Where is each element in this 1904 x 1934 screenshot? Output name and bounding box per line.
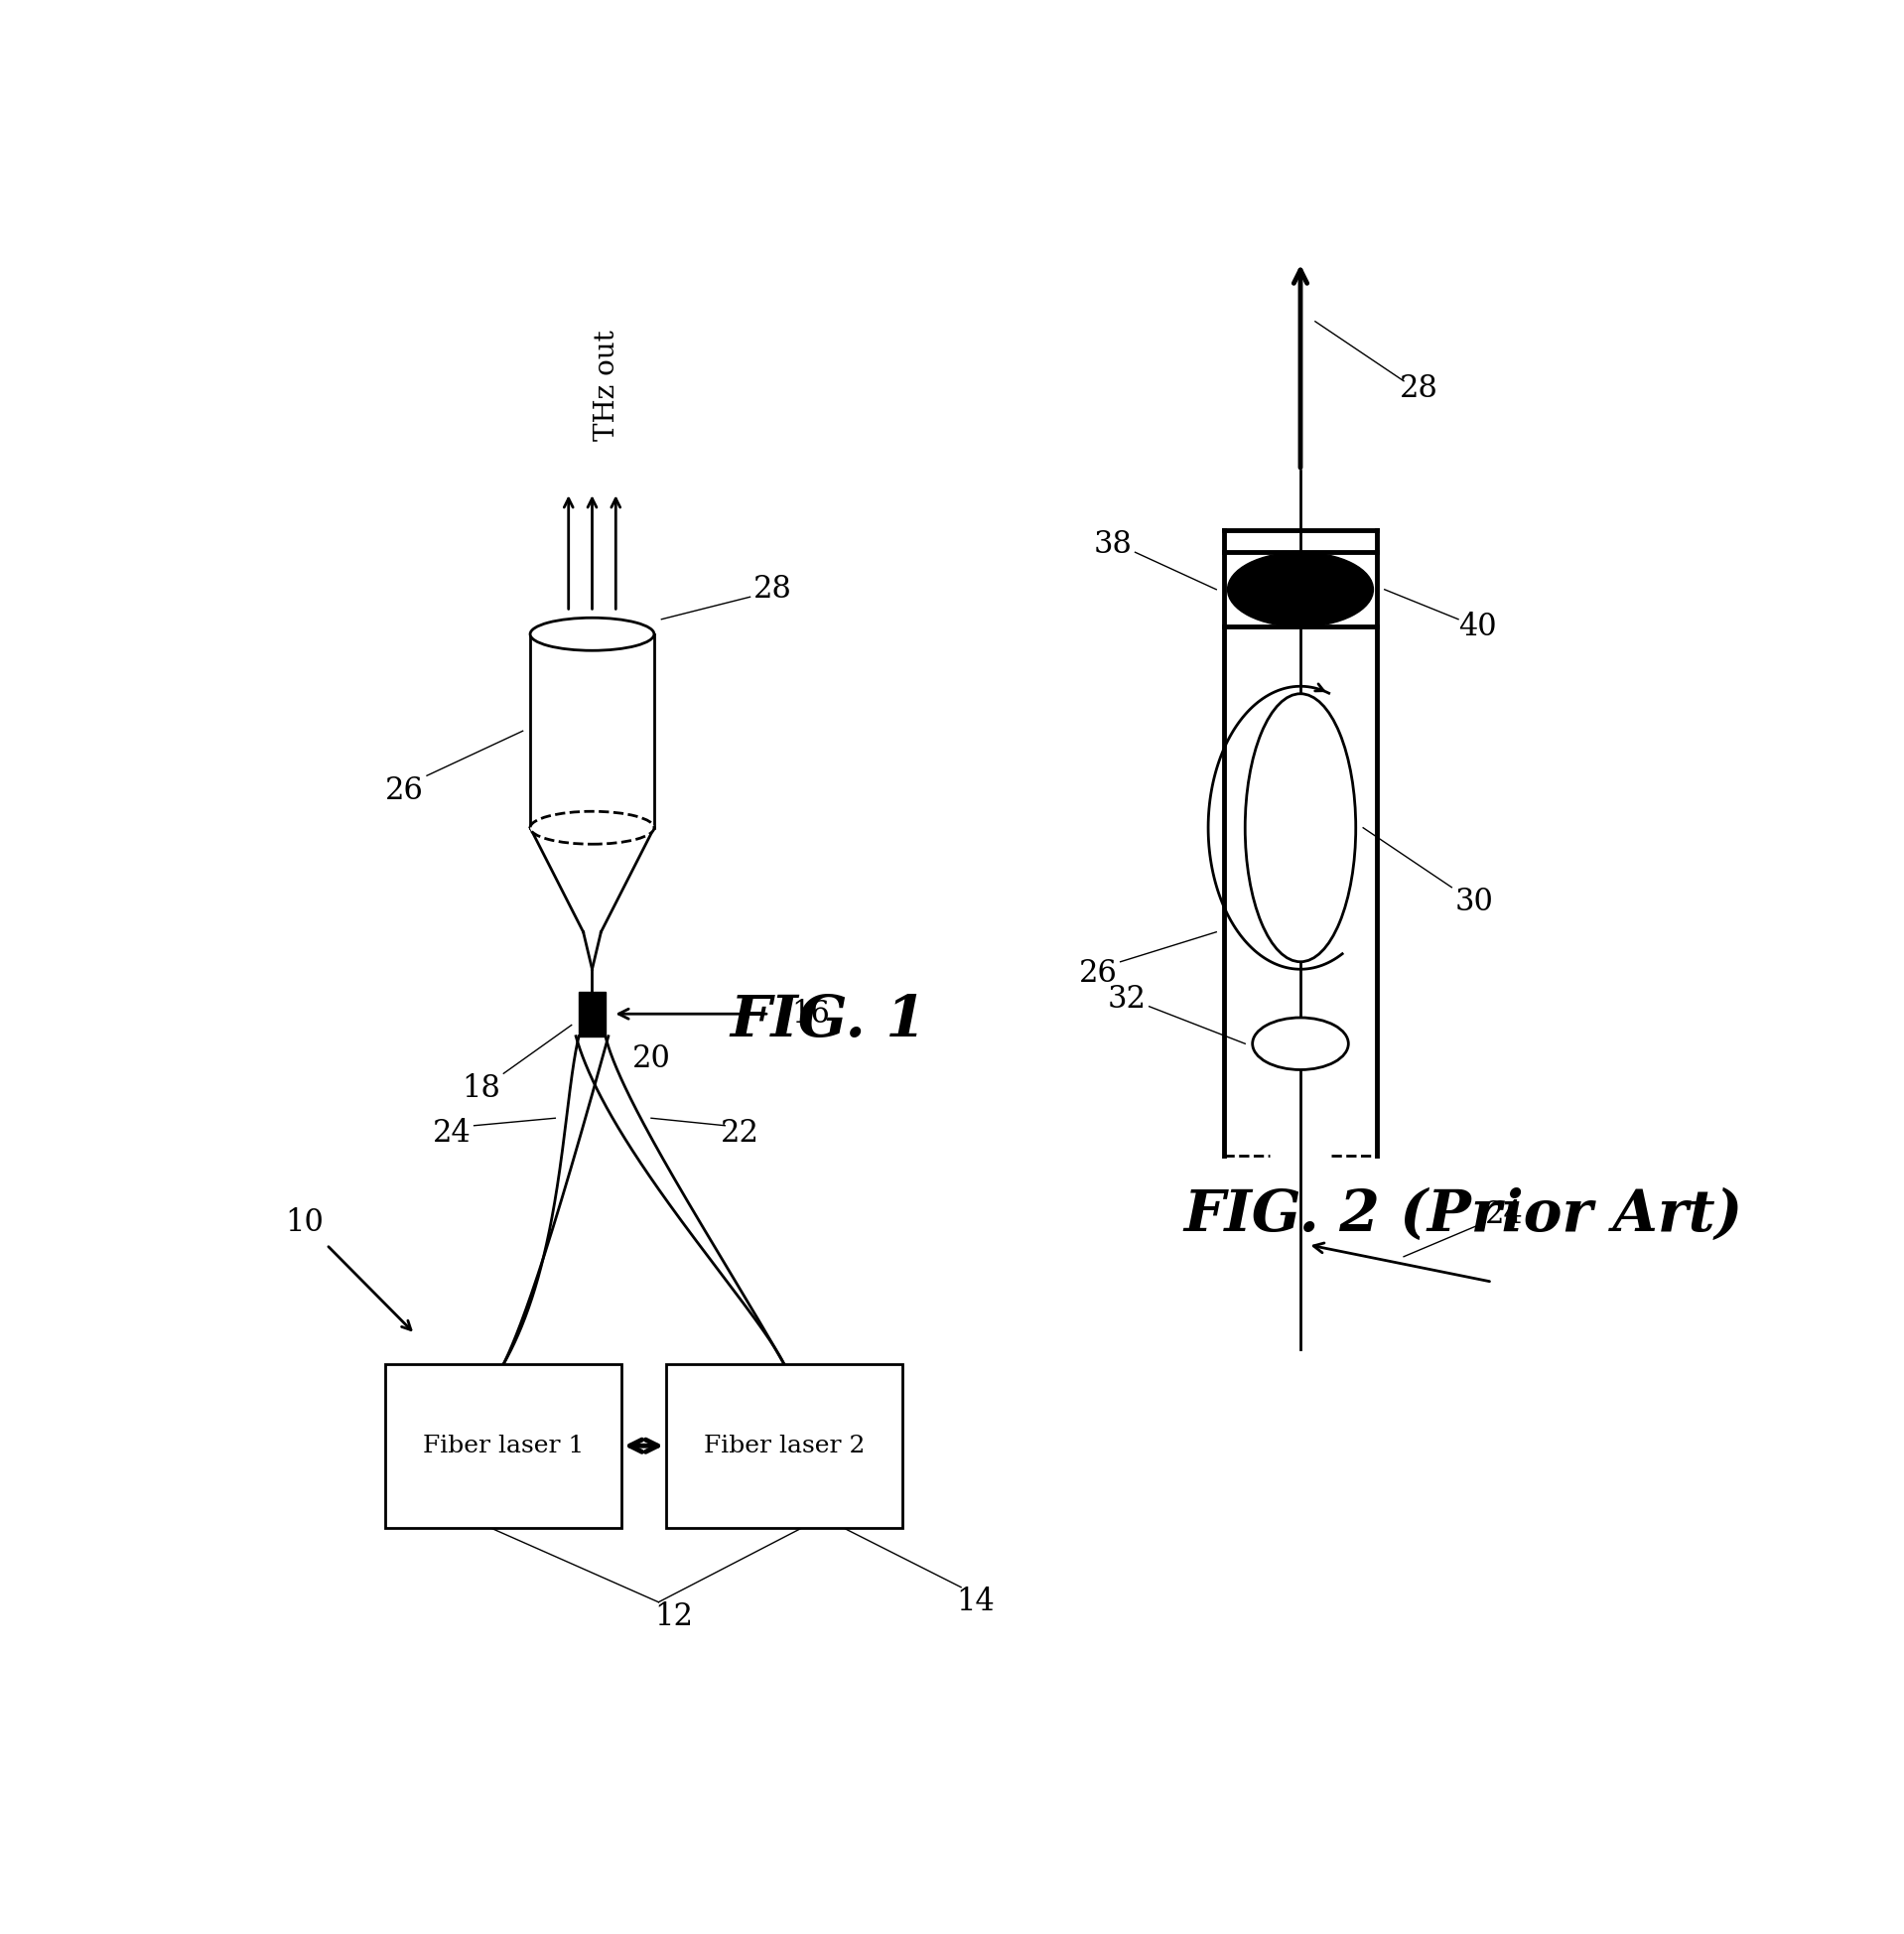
Bar: [579, 992, 605, 1037]
Ellipse shape: [529, 617, 655, 650]
Ellipse shape: [1228, 553, 1373, 627]
Text: 12: 12: [653, 1601, 693, 1632]
Text: 30: 30: [1455, 888, 1493, 917]
Text: FIG. 2 (Prior Art): FIG. 2 (Prior Art): [1182, 1187, 1742, 1244]
Bar: [666, 1363, 902, 1528]
Text: 24: 24: [1485, 1199, 1523, 1230]
Text: 38: 38: [1093, 530, 1133, 561]
Text: Fiber laser 1: Fiber laser 1: [423, 1435, 585, 1456]
Text: 20: 20: [632, 1042, 670, 1073]
Text: 32: 32: [1108, 984, 1146, 1015]
Text: 10: 10: [286, 1207, 324, 1238]
Ellipse shape: [1253, 1017, 1348, 1070]
Text: Fiber laser 2: Fiber laser 2: [703, 1435, 864, 1456]
Text: 28: 28: [752, 574, 792, 605]
Text: 26: 26: [385, 776, 425, 806]
Text: 28: 28: [1399, 373, 1438, 404]
Ellipse shape: [1245, 694, 1356, 961]
Text: FIG. 1: FIG. 1: [729, 994, 927, 1050]
Text: 18: 18: [463, 1073, 501, 1104]
Text: 40: 40: [1458, 611, 1497, 642]
Text: 26: 26: [1080, 959, 1118, 988]
Text: 24: 24: [432, 1118, 470, 1149]
Text: 14: 14: [956, 1586, 996, 1617]
Text: 22: 22: [720, 1118, 760, 1149]
Ellipse shape: [529, 812, 655, 843]
Text: 16: 16: [792, 998, 830, 1029]
Text: THz out: THz out: [594, 329, 621, 441]
Bar: [385, 1363, 621, 1528]
